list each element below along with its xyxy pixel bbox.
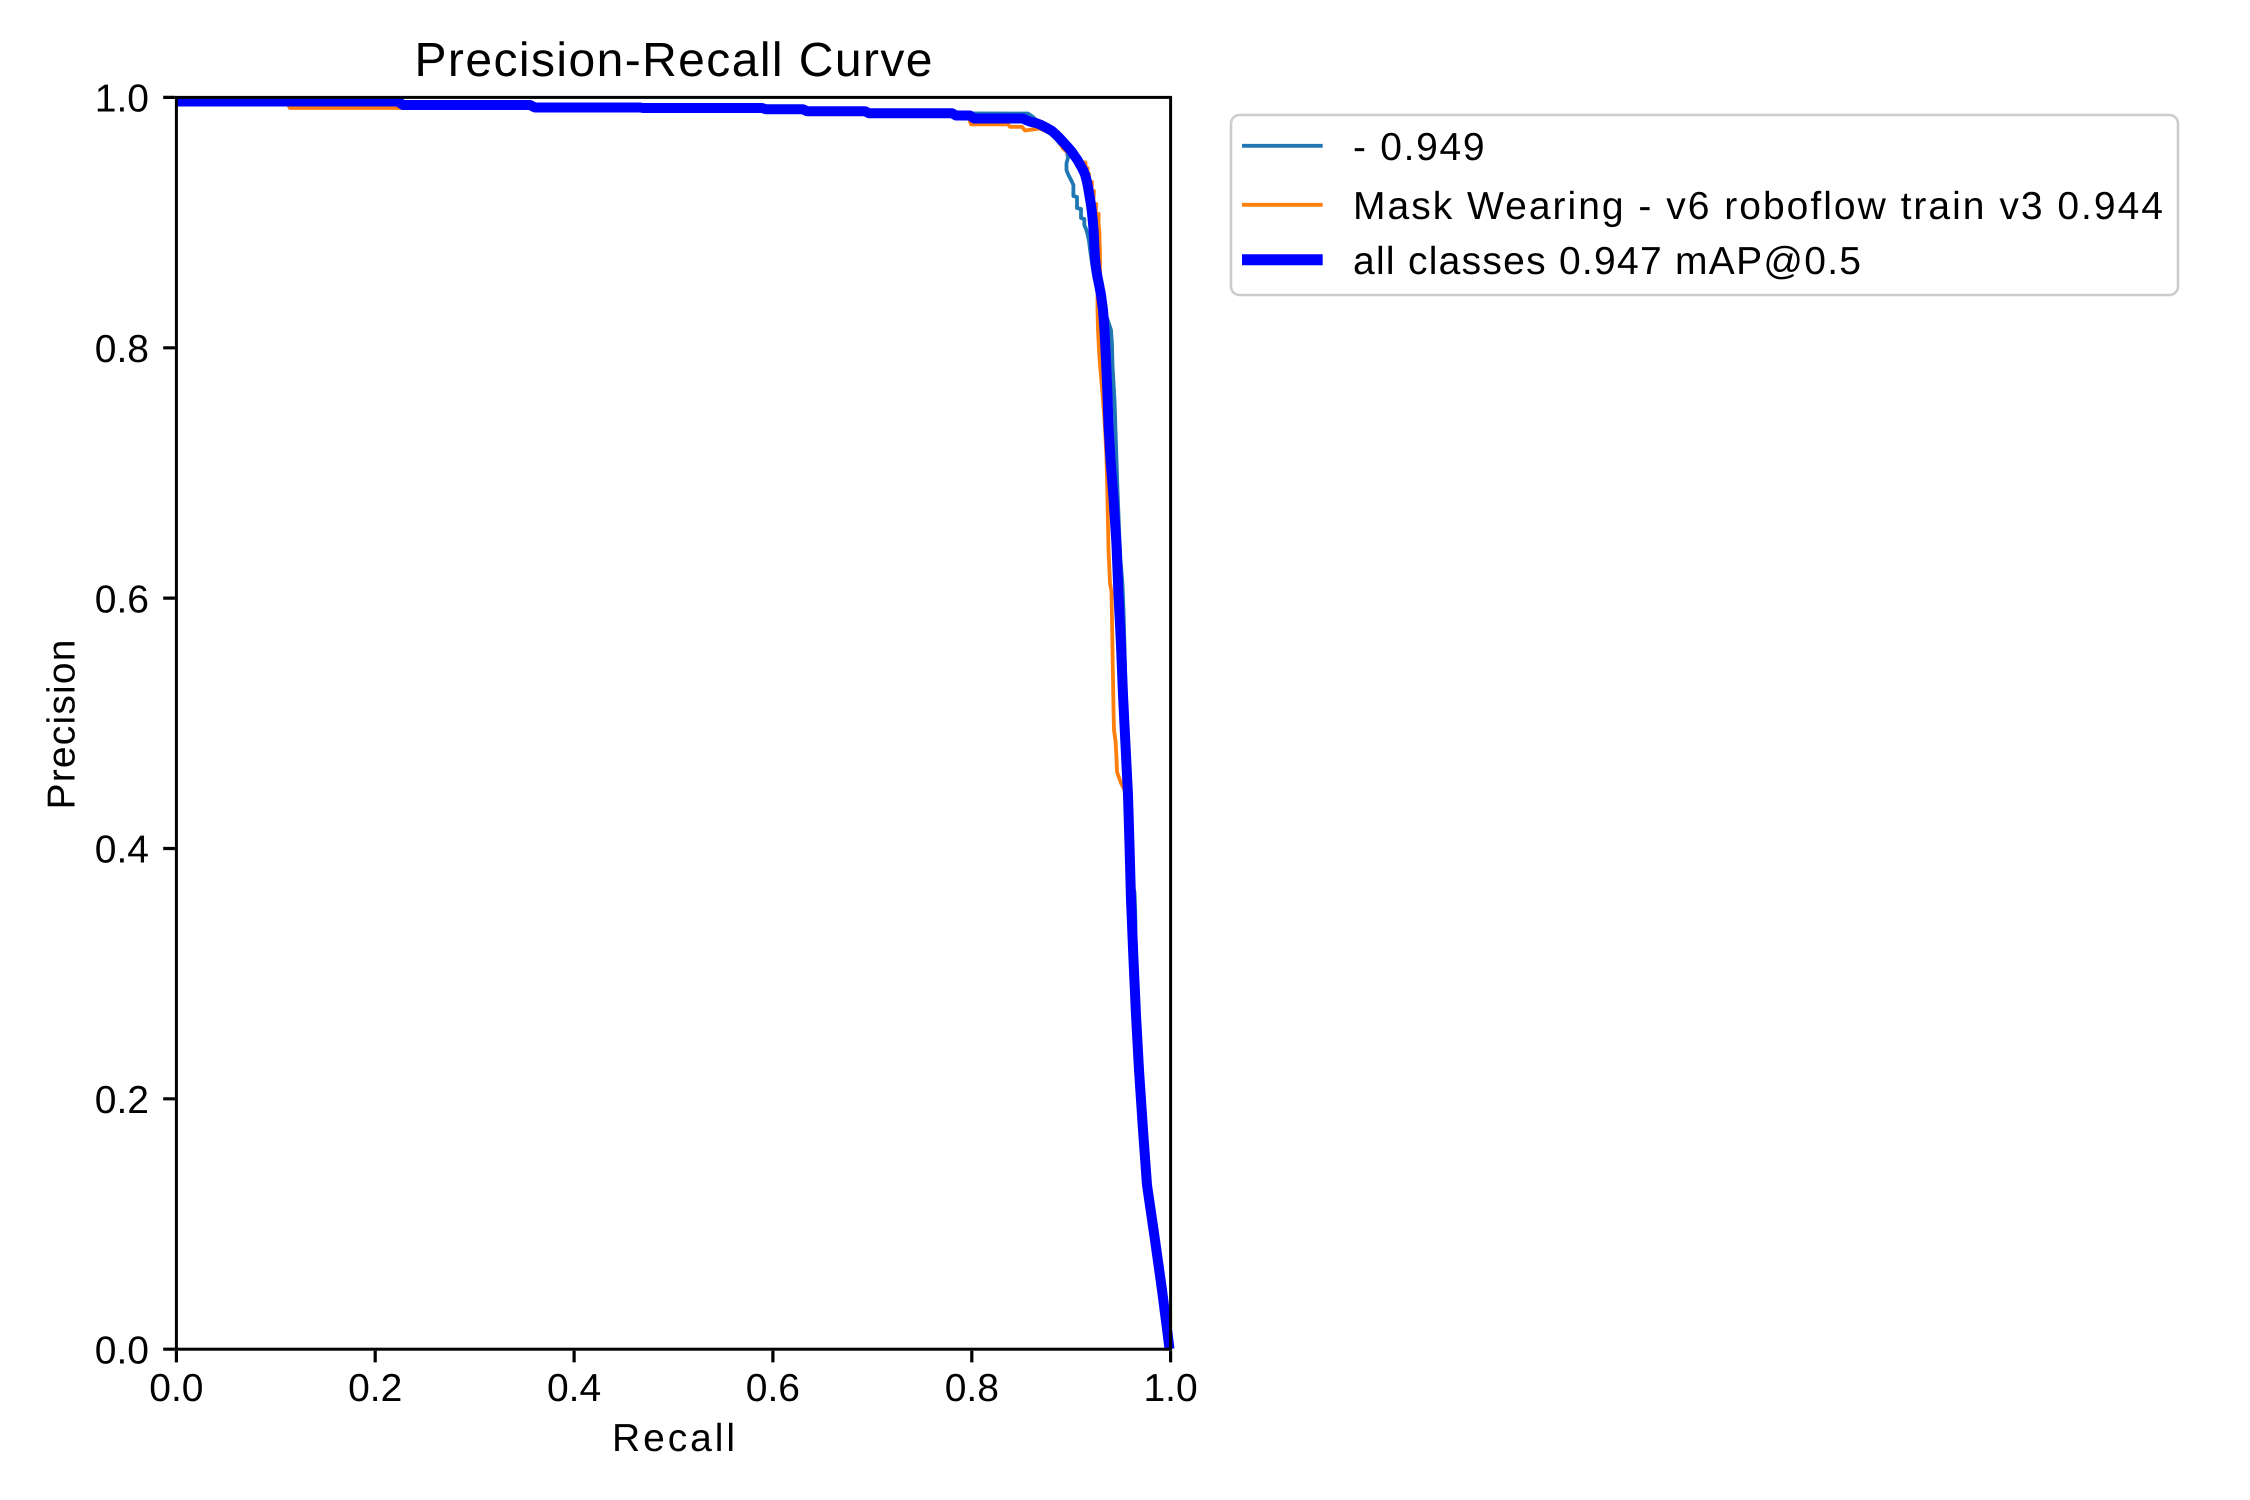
svg-text:all classes 0.947 mAP@0.5: all classes 0.947 mAP@0.5 xyxy=(1353,240,1861,283)
svg-text:0.6: 0.6 xyxy=(746,1367,800,1410)
svg-text:0.2: 0.2 xyxy=(95,1079,149,1122)
svg-text:0.4: 0.4 xyxy=(95,829,149,872)
svg-text:0.0: 0.0 xyxy=(149,1367,203,1410)
svg-text:0.4: 0.4 xyxy=(547,1367,601,1410)
svg-text:0.0: 0.0 xyxy=(95,1329,149,1372)
svg-text:0.6: 0.6 xyxy=(95,578,149,621)
svg-text:0.8: 0.8 xyxy=(95,328,149,371)
svg-text:Recall: Recall xyxy=(612,1417,735,1460)
svg-text:1.0: 1.0 xyxy=(1143,1367,1197,1410)
svg-text:Precision: Precision xyxy=(41,640,84,810)
svg-text:1.0: 1.0 xyxy=(95,78,149,121)
svg-text:0.2: 0.2 xyxy=(348,1367,402,1410)
svg-text:0.8: 0.8 xyxy=(945,1367,999,1410)
svg-text:- 0.949: - 0.949 xyxy=(1353,126,1485,169)
svg-text:Precision-Recall Curve: Precision-Recall Curve xyxy=(415,34,933,87)
svg-text:Mask Wearing - v6 roboflow tra: Mask Wearing - v6 roboflow train v3 0.94… xyxy=(1353,185,2163,228)
